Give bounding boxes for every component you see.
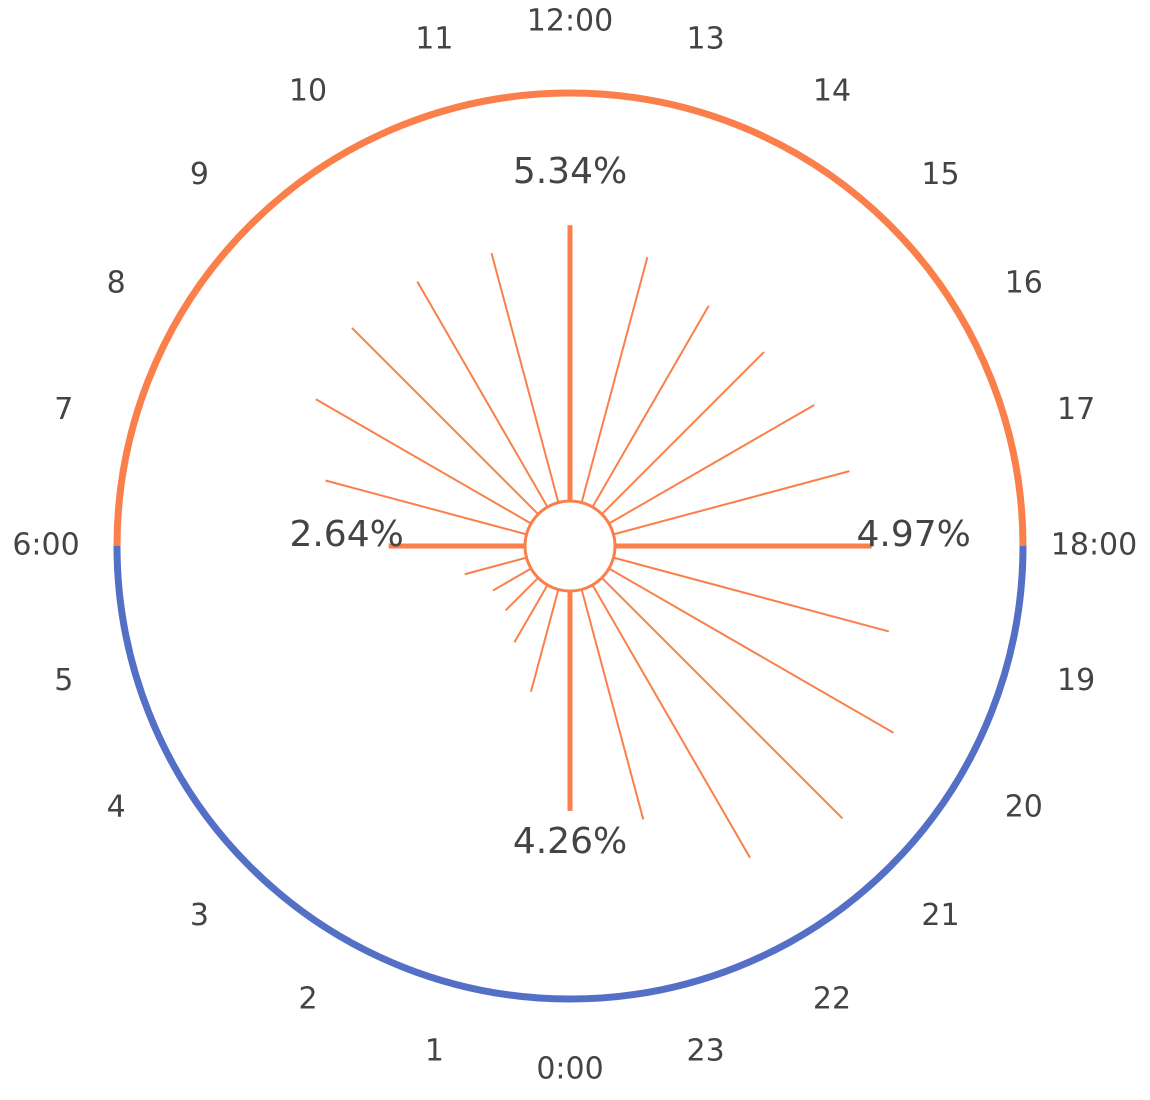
hour-label: 3	[190, 898, 209, 933]
hour-label: 15	[921, 157, 959, 192]
bar	[613, 556, 890, 633]
ring-night	[113, 545, 1027, 1003]
hour-label: 14	[813, 74, 851, 109]
hour-label: 4	[107, 790, 126, 825]
hour-label: 1	[425, 1034, 444, 1069]
bar	[601, 351, 765, 515]
bar	[351, 327, 539, 515]
bar	[416, 281, 549, 508]
bar	[464, 556, 527, 576]
bar	[529, 589, 560, 692]
hour-label: 22	[813, 981, 851, 1016]
value-label: 5.34%	[513, 151, 627, 192]
bar	[490, 252, 560, 503]
value-label: 2.64%	[289, 514, 403, 555]
hour-label: 12:00	[527, 4, 613, 39]
bar	[504, 577, 539, 612]
hour-label: 11	[415, 21, 453, 56]
bar	[325, 479, 527, 536]
bar	[591, 584, 751, 859]
hour-label: 9	[190, 157, 209, 192]
hour-label: 13	[687, 21, 725, 56]
hour-label: 10	[289, 74, 327, 109]
bar	[591, 305, 710, 508]
hour-label: 7	[54, 392, 73, 427]
hour-label: 8	[107, 266, 126, 301]
bar	[513, 584, 549, 643]
hour-label: 21	[921, 898, 959, 933]
hour-label: 6:00	[12, 528, 79, 563]
hour-label: 5	[54, 663, 73, 698]
hour-label: 0:00	[536, 1052, 603, 1087]
hour-label: 19	[1057, 663, 1095, 698]
value-label: 4.97%	[856, 514, 970, 555]
ring-day	[113, 89, 1027, 547]
bar	[613, 470, 850, 536]
bar	[601, 577, 844, 820]
bar	[608, 567, 894, 734]
hour-label: 23	[687, 1034, 725, 1069]
center-circle	[523, 499, 617, 593]
bar	[580, 589, 645, 820]
value-label: 4.26%	[513, 821, 627, 862]
bar	[315, 398, 532, 525]
bar	[608, 404, 815, 525]
hour-label: 17	[1057, 392, 1095, 427]
hour-label: 20	[1005, 790, 1043, 825]
hour-label: 2	[298, 981, 317, 1016]
bar	[492, 567, 532, 592]
hour-label: 18:00	[1051, 528, 1137, 563]
bar	[580, 256, 649, 503]
hour-label: 16	[1005, 266, 1043, 301]
